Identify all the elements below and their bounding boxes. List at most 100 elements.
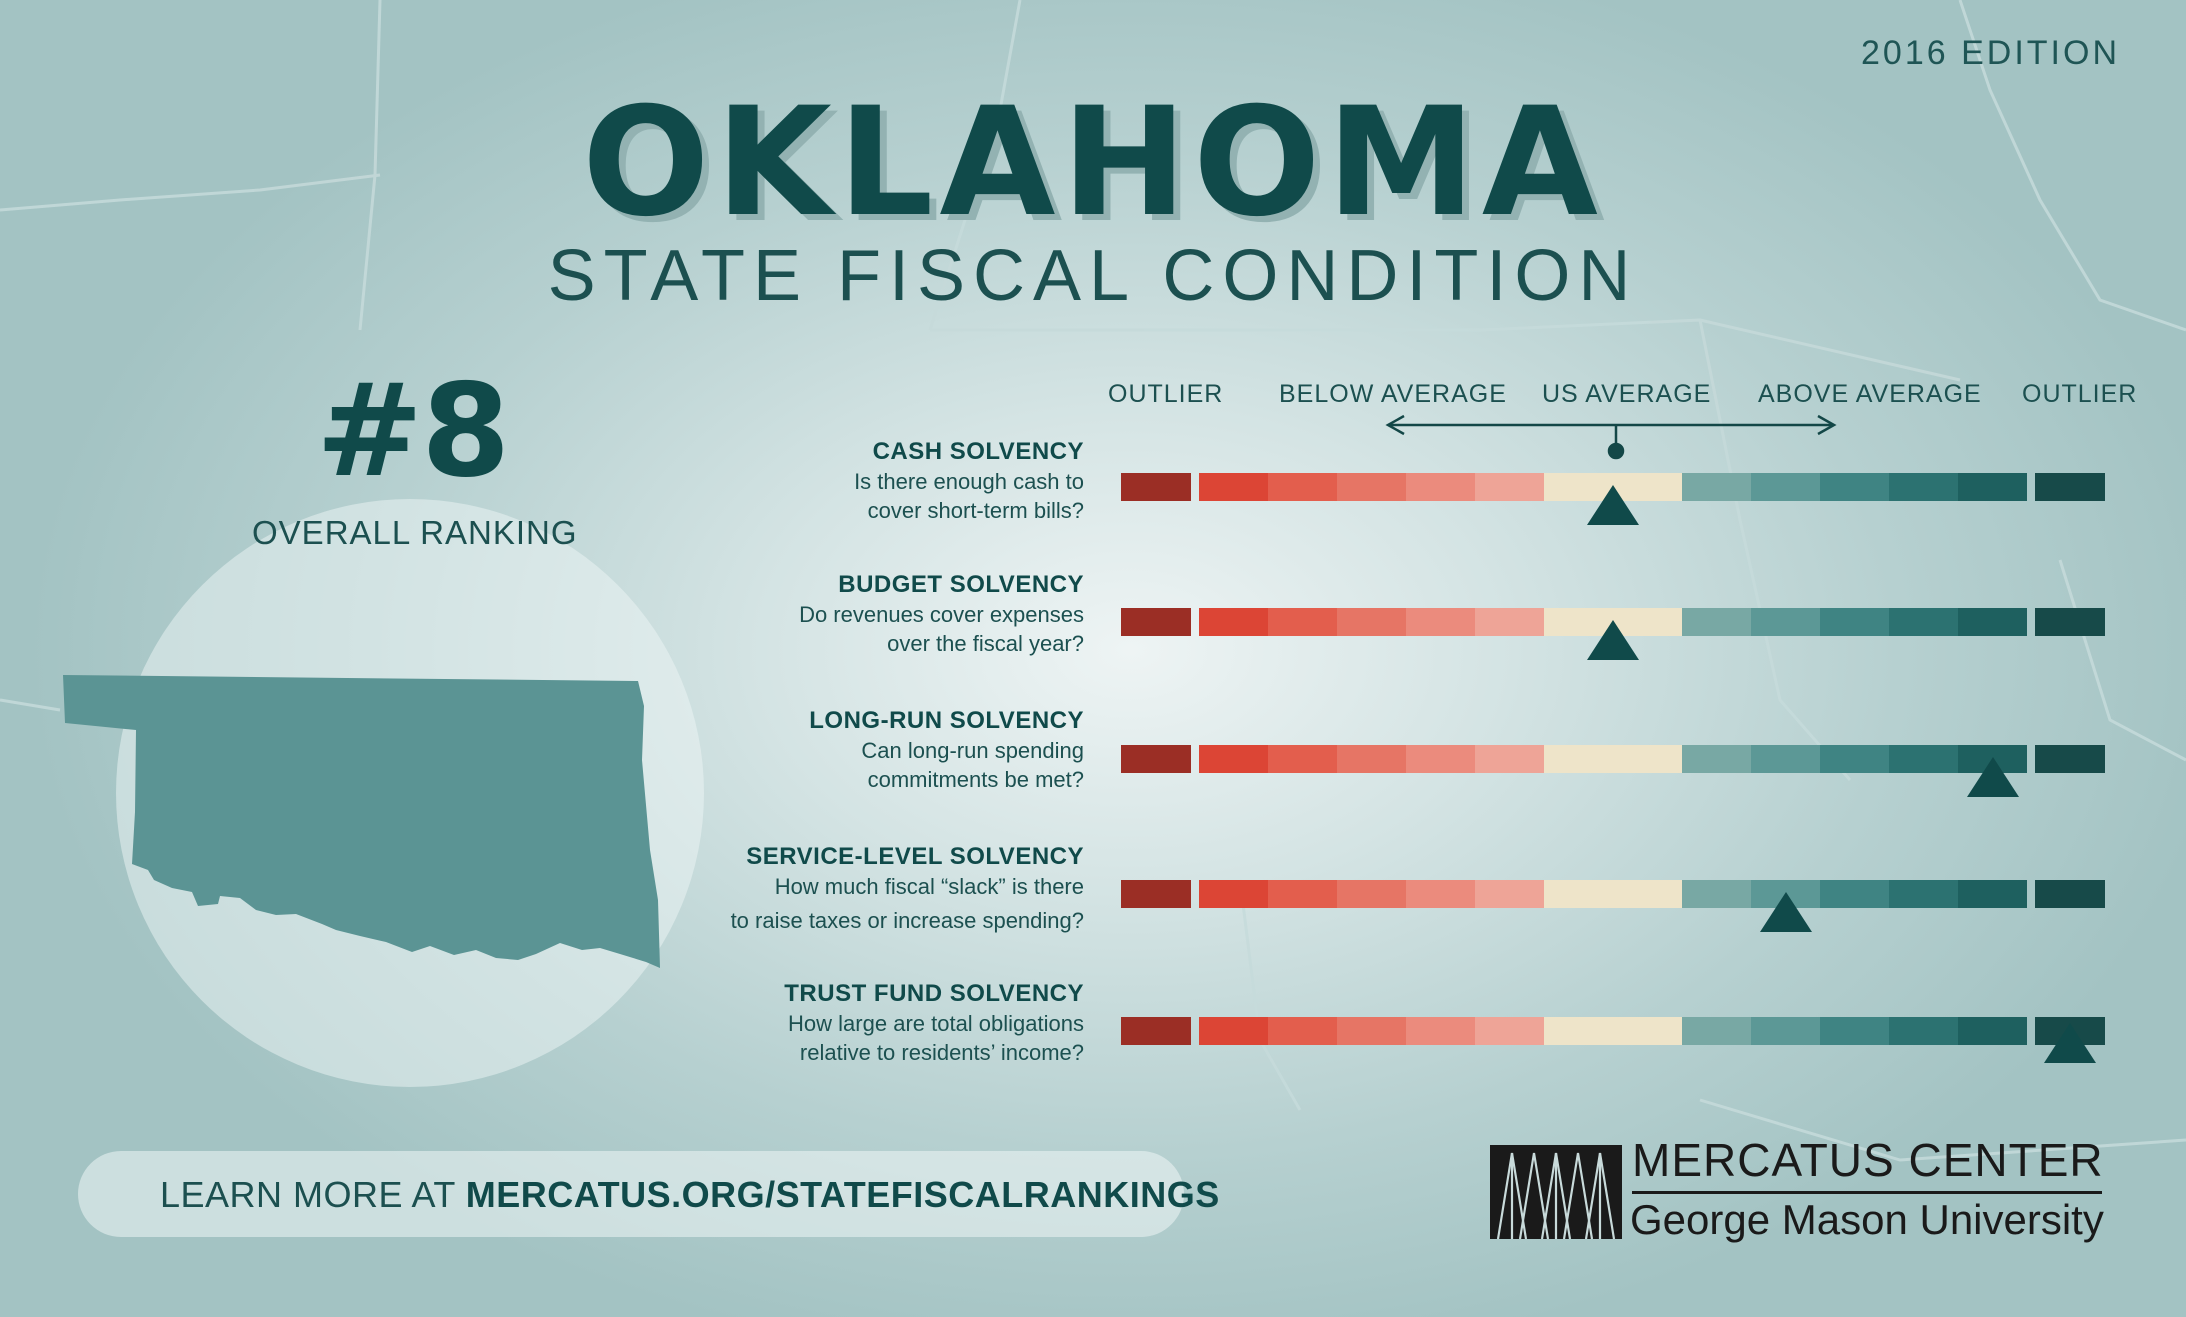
- learn-more-link[interactable]: MERCATUS.ORG/STATEFISCALRANKINGS: [465, 1174, 1220, 1215]
- rating-segment: [1121, 1017, 1191, 1045]
- rating-segment: [1544, 745, 1682, 773]
- rating-segment: [1475, 608, 1544, 636]
- state-position-marker: [2044, 1023, 2096, 1063]
- rating-segment: [1337, 608, 1406, 636]
- rating-segment: [1751, 608, 1820, 636]
- logo-subtitle: George Mason University: [1630, 1196, 2104, 1243]
- state-position-marker: [1759, 892, 1812, 932]
- category-question: relative to residents’ income?: [799, 1040, 1084, 1065]
- rating-segment: [1889, 473, 1958, 501]
- rating-segment: [1889, 1017, 1958, 1045]
- rating-segment: [1889, 608, 1958, 636]
- page-subtitle: STATE FISCAL CONDITION: [547, 236, 1639, 316]
- state-title: OKLAHOMA: [582, 76, 1604, 250]
- rating-bar: [1121, 473, 2105, 525]
- category-question: cover short-term bills?: [867, 498, 1084, 523]
- rating-segment: [1406, 745, 1475, 773]
- rating-segment: [1751, 745, 1820, 773]
- average-range-arrow: [1385, 414, 1837, 460]
- category-question: over the fiscal year?: [887, 631, 1084, 656]
- rating-segment: [1268, 880, 1337, 908]
- rating-bar: [1121, 745, 2105, 797]
- logo-title: MERCATUS CENTER: [1632, 1134, 2104, 1186]
- rating-segment: [1889, 880, 1958, 908]
- rating-segment: [1475, 1017, 1544, 1045]
- category-question: How large are total obligations: [788, 1011, 1084, 1036]
- rating-segment: [1544, 1017, 1682, 1045]
- rating-segment: [1820, 473, 1889, 501]
- scale-label-outlier-low: OUTLIER: [1108, 380, 1224, 408]
- rating-segment: [1199, 473, 1268, 501]
- rating-bar: [1121, 880, 2105, 932]
- rating-segment: [1121, 473, 1191, 501]
- mercatus-logo-icon: [1490, 1145, 1622, 1239]
- category-title: BUDGET SOLVENCY: [838, 571, 1084, 598]
- rating-segment: [1682, 608, 1751, 636]
- rating-segment: [1820, 608, 1889, 636]
- category-question: How much fiscal “slack” is there: [774, 874, 1084, 899]
- rating-segment: [2035, 608, 2105, 636]
- rating-segment: [1268, 1017, 1337, 1045]
- category-long-run-solvency: LONG-RUN SOLVENCY Can long-run spending …: [809, 706, 1084, 794]
- category-title: LONG-RUN SOLVENCY: [809, 707, 1084, 734]
- rating-segment: [1958, 1017, 2027, 1045]
- rating-segment: [1199, 608, 1268, 636]
- rating-segment: [1406, 1017, 1475, 1045]
- rating-segment: [1475, 473, 1544, 501]
- rating-segment: [1820, 745, 1889, 773]
- scale-label-above-average: ABOVE AVERAGE: [1758, 380, 1982, 408]
- rating-segment: [1268, 745, 1337, 773]
- rating-segment: [1337, 1017, 1406, 1045]
- rating-segment: [1889, 745, 1958, 773]
- rating-segment: [1751, 1017, 1820, 1045]
- category-trust-fund-solvency: TRUST FUND SOLVENCY How large are total …: [784, 979, 1084, 1067]
- rating-segment: [2035, 745, 2105, 773]
- rating-segment: [1406, 880, 1475, 908]
- rating-segment: [1337, 745, 1406, 773]
- learn-more-text: LEARN MORE AT MERCATUS.ORG/STATEFISCALRA…: [160, 1174, 1220, 1216]
- rating-segment: [1544, 880, 1682, 908]
- rating-segment: [1406, 608, 1475, 636]
- rating-segment: [1820, 880, 1889, 908]
- scale-label-us-average: US AVERAGE: [1542, 380, 1712, 408]
- rating-segment: [1475, 880, 1544, 908]
- state-position-marker: [1966, 757, 2019, 797]
- edition-label: 2016 EDITION: [1861, 34, 2120, 72]
- rating-segment: [1121, 745, 1191, 773]
- category-cash-solvency: CASH SOLVENCY Is there enough cash to co…: [854, 437, 1084, 525]
- rating-segment: [1337, 880, 1406, 908]
- rating-segment: [2035, 473, 2105, 501]
- oklahoma-state-map: [63, 675, 660, 968]
- category-budget-solvency: BUDGET SOLVENCY Do revenues cover expens…: [799, 570, 1084, 658]
- rating-segment: [1337, 473, 1406, 501]
- rating-segment: [1682, 745, 1751, 773]
- category-title: SERVICE-LEVEL SOLVENCY: [746, 843, 1084, 870]
- overall-rank-label: OVERALL RANKING: [252, 514, 578, 551]
- rating-bar: [1121, 608, 2105, 660]
- rating-segment: [1406, 473, 1475, 501]
- state-position-marker: [1587, 620, 1639, 660]
- rating-segment: [1121, 608, 1191, 636]
- overall-rank-number: #8: [316, 357, 510, 506]
- scale-label-below-average: BELOW AVERAGE: [1279, 380, 1507, 408]
- rating-segment: [1268, 473, 1337, 501]
- rating-segment: [1682, 880, 1751, 908]
- scale-label-outlier-high: OUTLIER: [2022, 380, 2138, 408]
- rating-segment: [1820, 1017, 1889, 1045]
- category-service-level-solvency: SERVICE-LEVEL SOLVENCY How much fiscal “…: [731, 842, 1084, 935]
- rating-segment: [1751, 473, 1820, 501]
- category-question: Is there enough cash to: [854, 469, 1084, 494]
- logo-divider: [1632, 1191, 2102, 1194]
- category-question: to raise taxes or increase spending?: [730, 908, 1084, 933]
- rating-segment: [1199, 745, 1268, 773]
- state-position-marker: [1587, 485, 1639, 525]
- rating-bar: [1121, 1017, 2105, 1063]
- rating-segment: [1199, 880, 1268, 908]
- learn-more-banner: [78, 1151, 1184, 1237]
- rating-segment: [1958, 608, 2027, 636]
- category-title: TRUST FUND SOLVENCY: [784, 980, 1084, 1007]
- category-question: Do revenues cover expenses: [799, 602, 1084, 627]
- rating-segment: [1475, 745, 1544, 773]
- rating-segment: [1121, 880, 1191, 908]
- rating-segment: [1682, 1017, 1751, 1045]
